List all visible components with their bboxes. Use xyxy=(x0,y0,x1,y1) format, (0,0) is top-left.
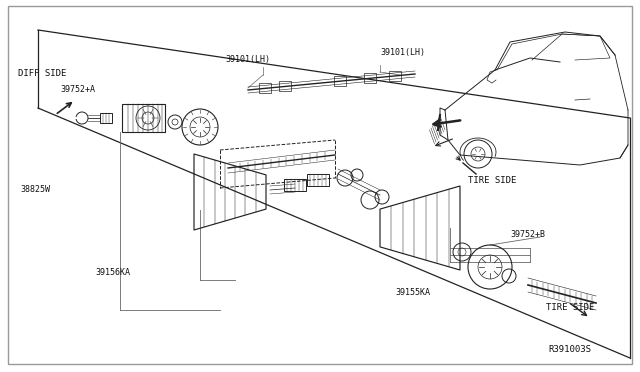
Text: 39101(LH): 39101(LH) xyxy=(225,55,270,64)
Text: 38825W: 38825W xyxy=(20,185,50,194)
Text: TIRE SIDE: TIRE SIDE xyxy=(468,176,516,185)
Text: TIRE SIDE: TIRE SIDE xyxy=(546,303,595,312)
Text: 39752+A: 39752+A xyxy=(60,85,95,94)
Text: DIFF SIDE: DIFF SIDE xyxy=(18,69,67,78)
Text: 39752+B: 39752+B xyxy=(510,230,545,239)
Text: 39155KA: 39155KA xyxy=(395,288,430,297)
Text: 39156KA: 39156KA xyxy=(95,268,130,277)
Text: 39101(LH): 39101(LH) xyxy=(380,48,425,57)
Text: R391003S: R391003S xyxy=(548,345,591,354)
